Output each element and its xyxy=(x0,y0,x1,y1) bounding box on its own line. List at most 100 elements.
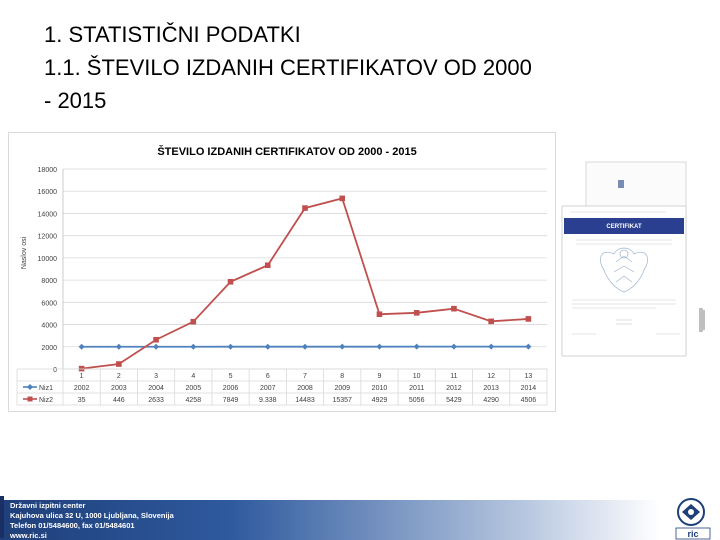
certificate-heading: CERTIFIKAT xyxy=(606,224,642,230)
data-label: 2011 xyxy=(409,385,424,392)
data-label: 2005 xyxy=(186,385,202,392)
data-point xyxy=(190,318,197,325)
data-label: 2014 xyxy=(521,385,537,392)
data-label: 2010 xyxy=(372,385,388,392)
x-tick-label: 8 xyxy=(340,373,344,380)
x-tick-label: 12 xyxy=(487,373,495,380)
series-line-niz2 xyxy=(81,197,529,370)
data-point xyxy=(488,343,495,350)
data-point xyxy=(413,310,420,316)
y-tick-label: 6000 xyxy=(41,300,57,307)
coat-of-arms-icon xyxy=(618,180,624,188)
footer-stripe xyxy=(0,496,4,538)
data-point xyxy=(227,278,234,285)
data-label: 4506 xyxy=(521,397,537,404)
x-tick-label: 4 xyxy=(191,373,195,380)
certificate-image: CERTIFIKAT xyxy=(556,158,706,358)
x-tick-label: 6 xyxy=(266,373,270,380)
y-tick-label: 16000 xyxy=(38,189,58,196)
y-tick-label: 8000 xyxy=(41,278,57,285)
barcode-icon xyxy=(699,308,705,332)
footer-address: Kajuhova ulica 32 U, 1000 Ljubljana, Slo… xyxy=(10,511,174,520)
gridlines xyxy=(62,168,547,370)
certificate-icon: CERTIFIKAT xyxy=(561,161,705,357)
footer-contact: Državni izpitni center Kajuhova ulica 32… xyxy=(10,501,174,540)
data-point xyxy=(78,343,85,350)
footer: Državni izpitni center Kajuhova ulica 32… xyxy=(0,494,720,540)
data-point xyxy=(264,343,271,350)
data-label: 2012 xyxy=(446,385,462,392)
legend-label: Niz1 xyxy=(39,385,53,392)
data-point xyxy=(302,343,308,350)
y-axis-ticks: 0 2000 4000 6000 8000 10000 12000 14000 16000 180… xyxy=(38,167,58,374)
slide-title: 1. STATISTIČNI PODATKI 1.1. ŠTEVILO IZDA… xyxy=(44,18,694,117)
certificate-text-lines xyxy=(570,211,680,335)
data-point xyxy=(302,205,308,211)
ric-logo-icon: ric xyxy=(675,498,711,540)
data-label: 2009 xyxy=(334,385,350,392)
x-tick-label: 1 xyxy=(80,373,84,380)
footer-phone: Telefon 01/5484600, fax 01/5484601 xyxy=(10,521,135,530)
data-point xyxy=(525,343,532,350)
data-point xyxy=(450,343,457,350)
data-label: 4290 xyxy=(483,397,499,404)
logo-text: ric xyxy=(687,529,698,539)
legend-marker xyxy=(27,384,33,390)
data-point xyxy=(190,343,197,350)
data-label: 2633 xyxy=(148,397,164,404)
data-point xyxy=(451,305,457,312)
data-label: 2006 xyxy=(223,385,239,392)
data-point xyxy=(115,343,122,350)
data-point xyxy=(264,262,271,269)
slide-title-line-3: - 2015 xyxy=(44,88,107,113)
data-label: 2002 xyxy=(74,385,90,392)
x-tick-label: 11 xyxy=(450,373,457,380)
data-label: 35 xyxy=(78,397,86,404)
data-label: 5429 xyxy=(446,397,462,404)
legend-marker xyxy=(27,396,33,402)
footer-org-name: Državni izpitni center xyxy=(10,501,86,510)
legend-label: Niz2 xyxy=(39,397,53,404)
data-point xyxy=(339,343,346,350)
data-point xyxy=(488,318,494,325)
chart-container: ŠTEVILO IZDANIH CERTIFIKATOV OD 2000 - 2… xyxy=(8,132,556,412)
data-label: 14483 xyxy=(295,397,315,404)
y-axis-label: Naslov osi xyxy=(21,236,28,269)
y-tick-label: 12000 xyxy=(38,234,58,241)
table-border xyxy=(16,368,548,406)
x-tick-label: 10 xyxy=(413,373,421,380)
y-tick-label: 18000 xyxy=(38,167,58,174)
y-tick-label: 10000 xyxy=(38,256,58,263)
x-tick-label: 13 xyxy=(524,373,532,380)
data-label: 4258 xyxy=(186,397,202,404)
data-point xyxy=(376,343,383,350)
data-point xyxy=(116,361,122,367)
data-point xyxy=(227,343,234,350)
data-point xyxy=(153,343,160,350)
data-point xyxy=(339,195,346,202)
y-tick-label: 14000 xyxy=(38,211,58,218)
eagle-emblem-icon xyxy=(600,247,648,293)
data-point xyxy=(153,336,159,343)
data-label: 7849 xyxy=(223,397,239,404)
y-tick-label: 4000 xyxy=(41,323,57,330)
data-label: 5056 xyxy=(409,397,425,404)
data-label: 446 xyxy=(113,397,125,404)
data-label: 15357 xyxy=(332,397,352,404)
data-label: 2008 xyxy=(297,385,313,392)
line-chart: ŠTEVILO IZDANIH CERTIFIKATOV OD 2000 - 2… xyxy=(16,145,548,406)
data-point xyxy=(525,316,532,322)
chart-title: ŠTEVILO IZDANIH CERTIFIKATOV OD 2000 - 2… xyxy=(157,145,416,158)
data-label: 4929 xyxy=(372,397,388,404)
footer-website[interactable]: www.ric.si xyxy=(10,531,47,540)
x-tick-label: 5 xyxy=(229,373,233,380)
slide-title-line-2: 1.1. ŠTEVILO IZDANIH CERTIFIKATOV OD 200… xyxy=(44,55,532,80)
data-point xyxy=(413,343,420,350)
x-tick-label: 2 xyxy=(117,373,121,380)
x-tick-label: 7 xyxy=(303,373,307,380)
data-label: 9.338 xyxy=(259,397,277,404)
series-lines xyxy=(78,195,532,372)
data-point xyxy=(376,311,383,318)
y-tick-label: 0 xyxy=(53,367,57,374)
